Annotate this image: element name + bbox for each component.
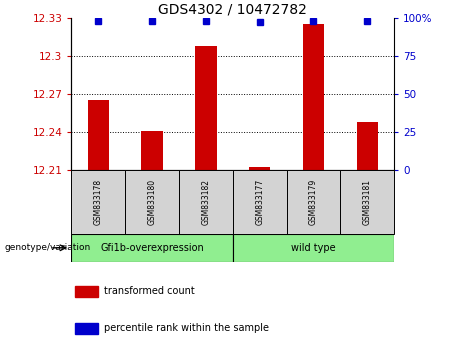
Bar [71,234,233,262]
Bar [356,122,378,170]
Text: GSM833181: GSM833181 [363,179,372,225]
Bar [179,170,233,234]
Bar [125,170,179,234]
Text: percentile rank within the sample: percentile rank within the sample [104,323,269,333]
Text: GSM833180: GSM833180 [148,179,157,225]
Title: GDS4302 / 10472782: GDS4302 / 10472782 [159,2,307,17]
Text: wild type: wild type [291,243,336,253]
Bar [88,100,109,170]
Bar [75,323,98,334]
Bar [233,170,287,234]
Bar [287,170,340,234]
Text: GSM833178: GSM833178 [94,179,103,225]
Text: transformed count: transformed count [104,286,195,296]
Bar [233,234,394,262]
Bar [195,46,217,170]
Bar [71,170,125,234]
Bar [340,170,394,234]
Text: Gfi1b-overexpression: Gfi1b-overexpression [100,243,204,253]
Bar [249,167,271,170]
Text: GSM833182: GSM833182 [201,179,210,225]
Bar [75,286,98,297]
Bar [142,131,163,170]
Bar [303,24,324,170]
Text: GSM833177: GSM833177 [255,179,264,225]
Text: GSM833179: GSM833179 [309,179,318,225]
Text: genotype/variation: genotype/variation [5,243,91,252]
